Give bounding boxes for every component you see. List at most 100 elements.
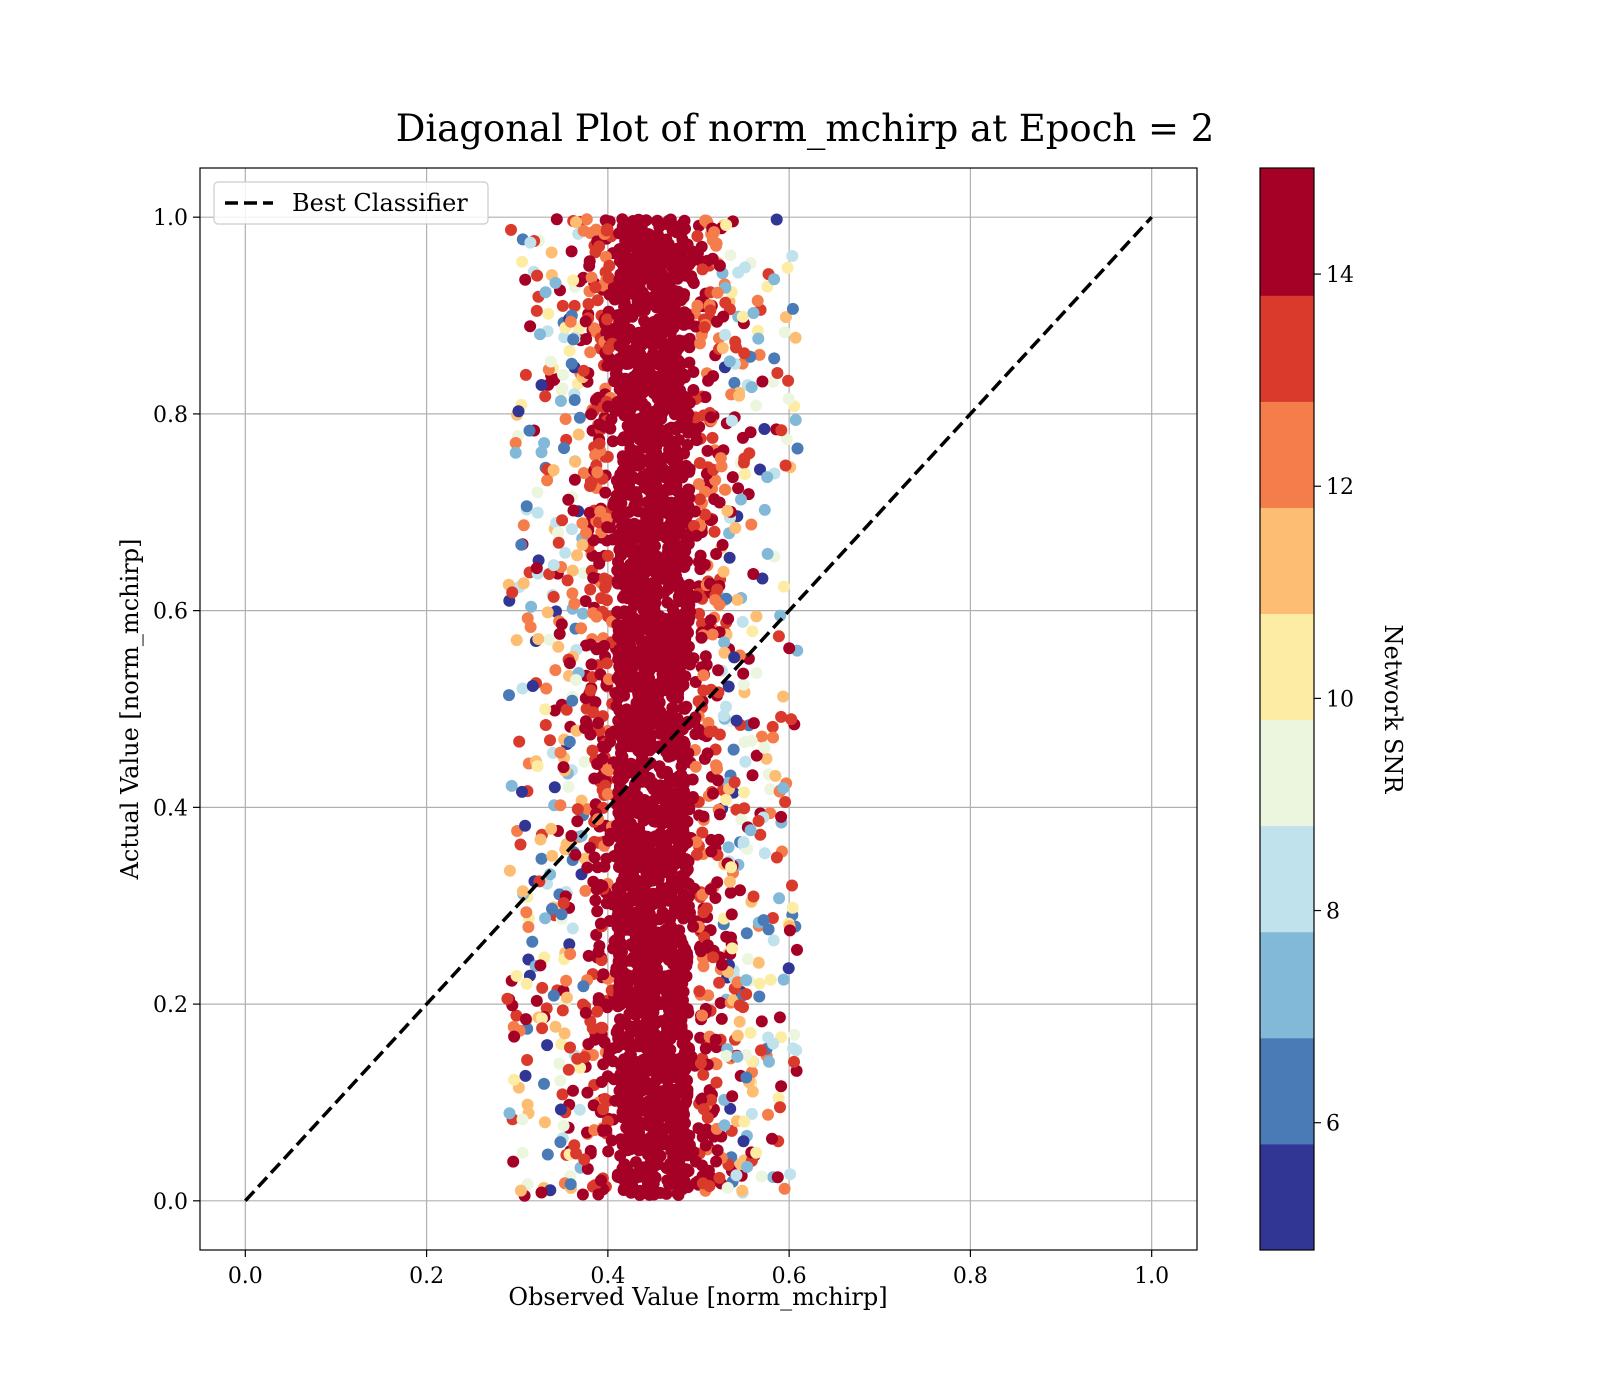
data-point [515, 538, 528, 551]
data-point [596, 740, 609, 753]
data-point [777, 580, 790, 593]
data-point [710, 760, 723, 772]
data-point [542, 307, 555, 320]
data-point [658, 1047, 671, 1060]
data-point [648, 717, 661, 730]
data-point [752, 815, 765, 827]
data-point [703, 725, 716, 738]
data-point [516, 255, 529, 268]
y-tick-label: 0.6 [153, 600, 188, 625]
data-point [643, 352, 656, 365]
data-point [569, 455, 582, 468]
data-point [557, 761, 570, 774]
data-point [659, 926, 672, 939]
data-point [740, 1071, 753, 1084]
data-point [581, 861, 594, 874]
data-point [564, 1178, 577, 1191]
data-point [562, 493, 575, 506]
data-point [676, 938, 689, 951]
data-point [617, 966, 630, 979]
data-point [519, 819, 532, 832]
data-point [630, 698, 643, 710]
data-point [550, 213, 563, 226]
data-point [588, 322, 601, 335]
data-point [587, 1099, 600, 1112]
data-point [505, 779, 518, 792]
data-point [632, 244, 645, 257]
data-point [665, 261, 678, 273]
data-point [521, 1098, 534, 1111]
data-point [567, 1084, 579, 1097]
colorbar-segment [1260, 1037, 1314, 1145]
data-point [777, 973, 790, 986]
data-point [629, 934, 642, 947]
data-point [577, 980, 590, 993]
data-point [766, 1132, 778, 1145]
x-axis-label: Observed Value [norm_mchirp] [508, 1283, 887, 1311]
data-point [770, 851, 783, 864]
x-tick-label: 0.6 [772, 1264, 807, 1289]
data-point [731, 1029, 744, 1042]
data-point [709, 1033, 722, 1046]
data-point [774, 609, 787, 622]
data-point [679, 580, 692, 593]
data-point [530, 562, 543, 575]
data-point [693, 493, 706, 506]
data-point [601, 788, 614, 800]
data-point [516, 1113, 529, 1126]
data-point [744, 426, 757, 439]
data-point [725, 414, 738, 427]
data-point [767, 934, 780, 947]
data-point [676, 1105, 688, 1118]
data-point [733, 1015, 746, 1028]
data-point [730, 1169, 743, 1182]
data-point [755, 730, 768, 743]
data-point [590, 610, 603, 623]
colorbar-segment [1260, 719, 1314, 827]
data-point [783, 924, 796, 937]
data-point [568, 473, 581, 486]
data-point [682, 1181, 695, 1194]
data-point [624, 646, 637, 659]
data-point [577, 224, 590, 237]
data-point [713, 259, 726, 272]
data-point [778, 326, 791, 339]
data-point [637, 593, 650, 605]
data-point [667, 690, 679, 703]
data-point [728, 776, 741, 789]
data-point [614, 879, 627, 892]
data-point [690, 529, 703, 542]
data-point [634, 573, 647, 586]
data-point [592, 992, 605, 1005]
data-point [671, 882, 684, 895]
data-point [717, 565, 730, 578]
data-point [771, 1171, 784, 1184]
data-point [713, 496, 726, 509]
data-point [737, 667, 750, 680]
data-point [753, 348, 766, 361]
data-point [726, 942, 739, 955]
data-point [543, 568, 556, 580]
data-point [520, 977, 533, 990]
data-point [683, 491, 696, 504]
data-point [585, 271, 598, 284]
data-point [632, 687, 645, 700]
data-point [643, 1063, 656, 1076]
data-point [536, 1022, 549, 1035]
data-point [736, 310, 749, 323]
data-point [747, 890, 760, 903]
data-point [620, 333, 633, 346]
data-point [753, 990, 766, 1003]
data-point [791, 442, 804, 455]
data-point [677, 318, 690, 331]
data-point [671, 712, 684, 725]
data-point [720, 219, 733, 231]
data-point [615, 1074, 628, 1086]
data-point [678, 552, 691, 564]
data-point [775, 710, 788, 723]
data-point [710, 548, 723, 560]
data-point [698, 321, 711, 334]
data-point [775, 424, 788, 437]
data-point [601, 549, 614, 562]
data-point [775, 810, 788, 823]
